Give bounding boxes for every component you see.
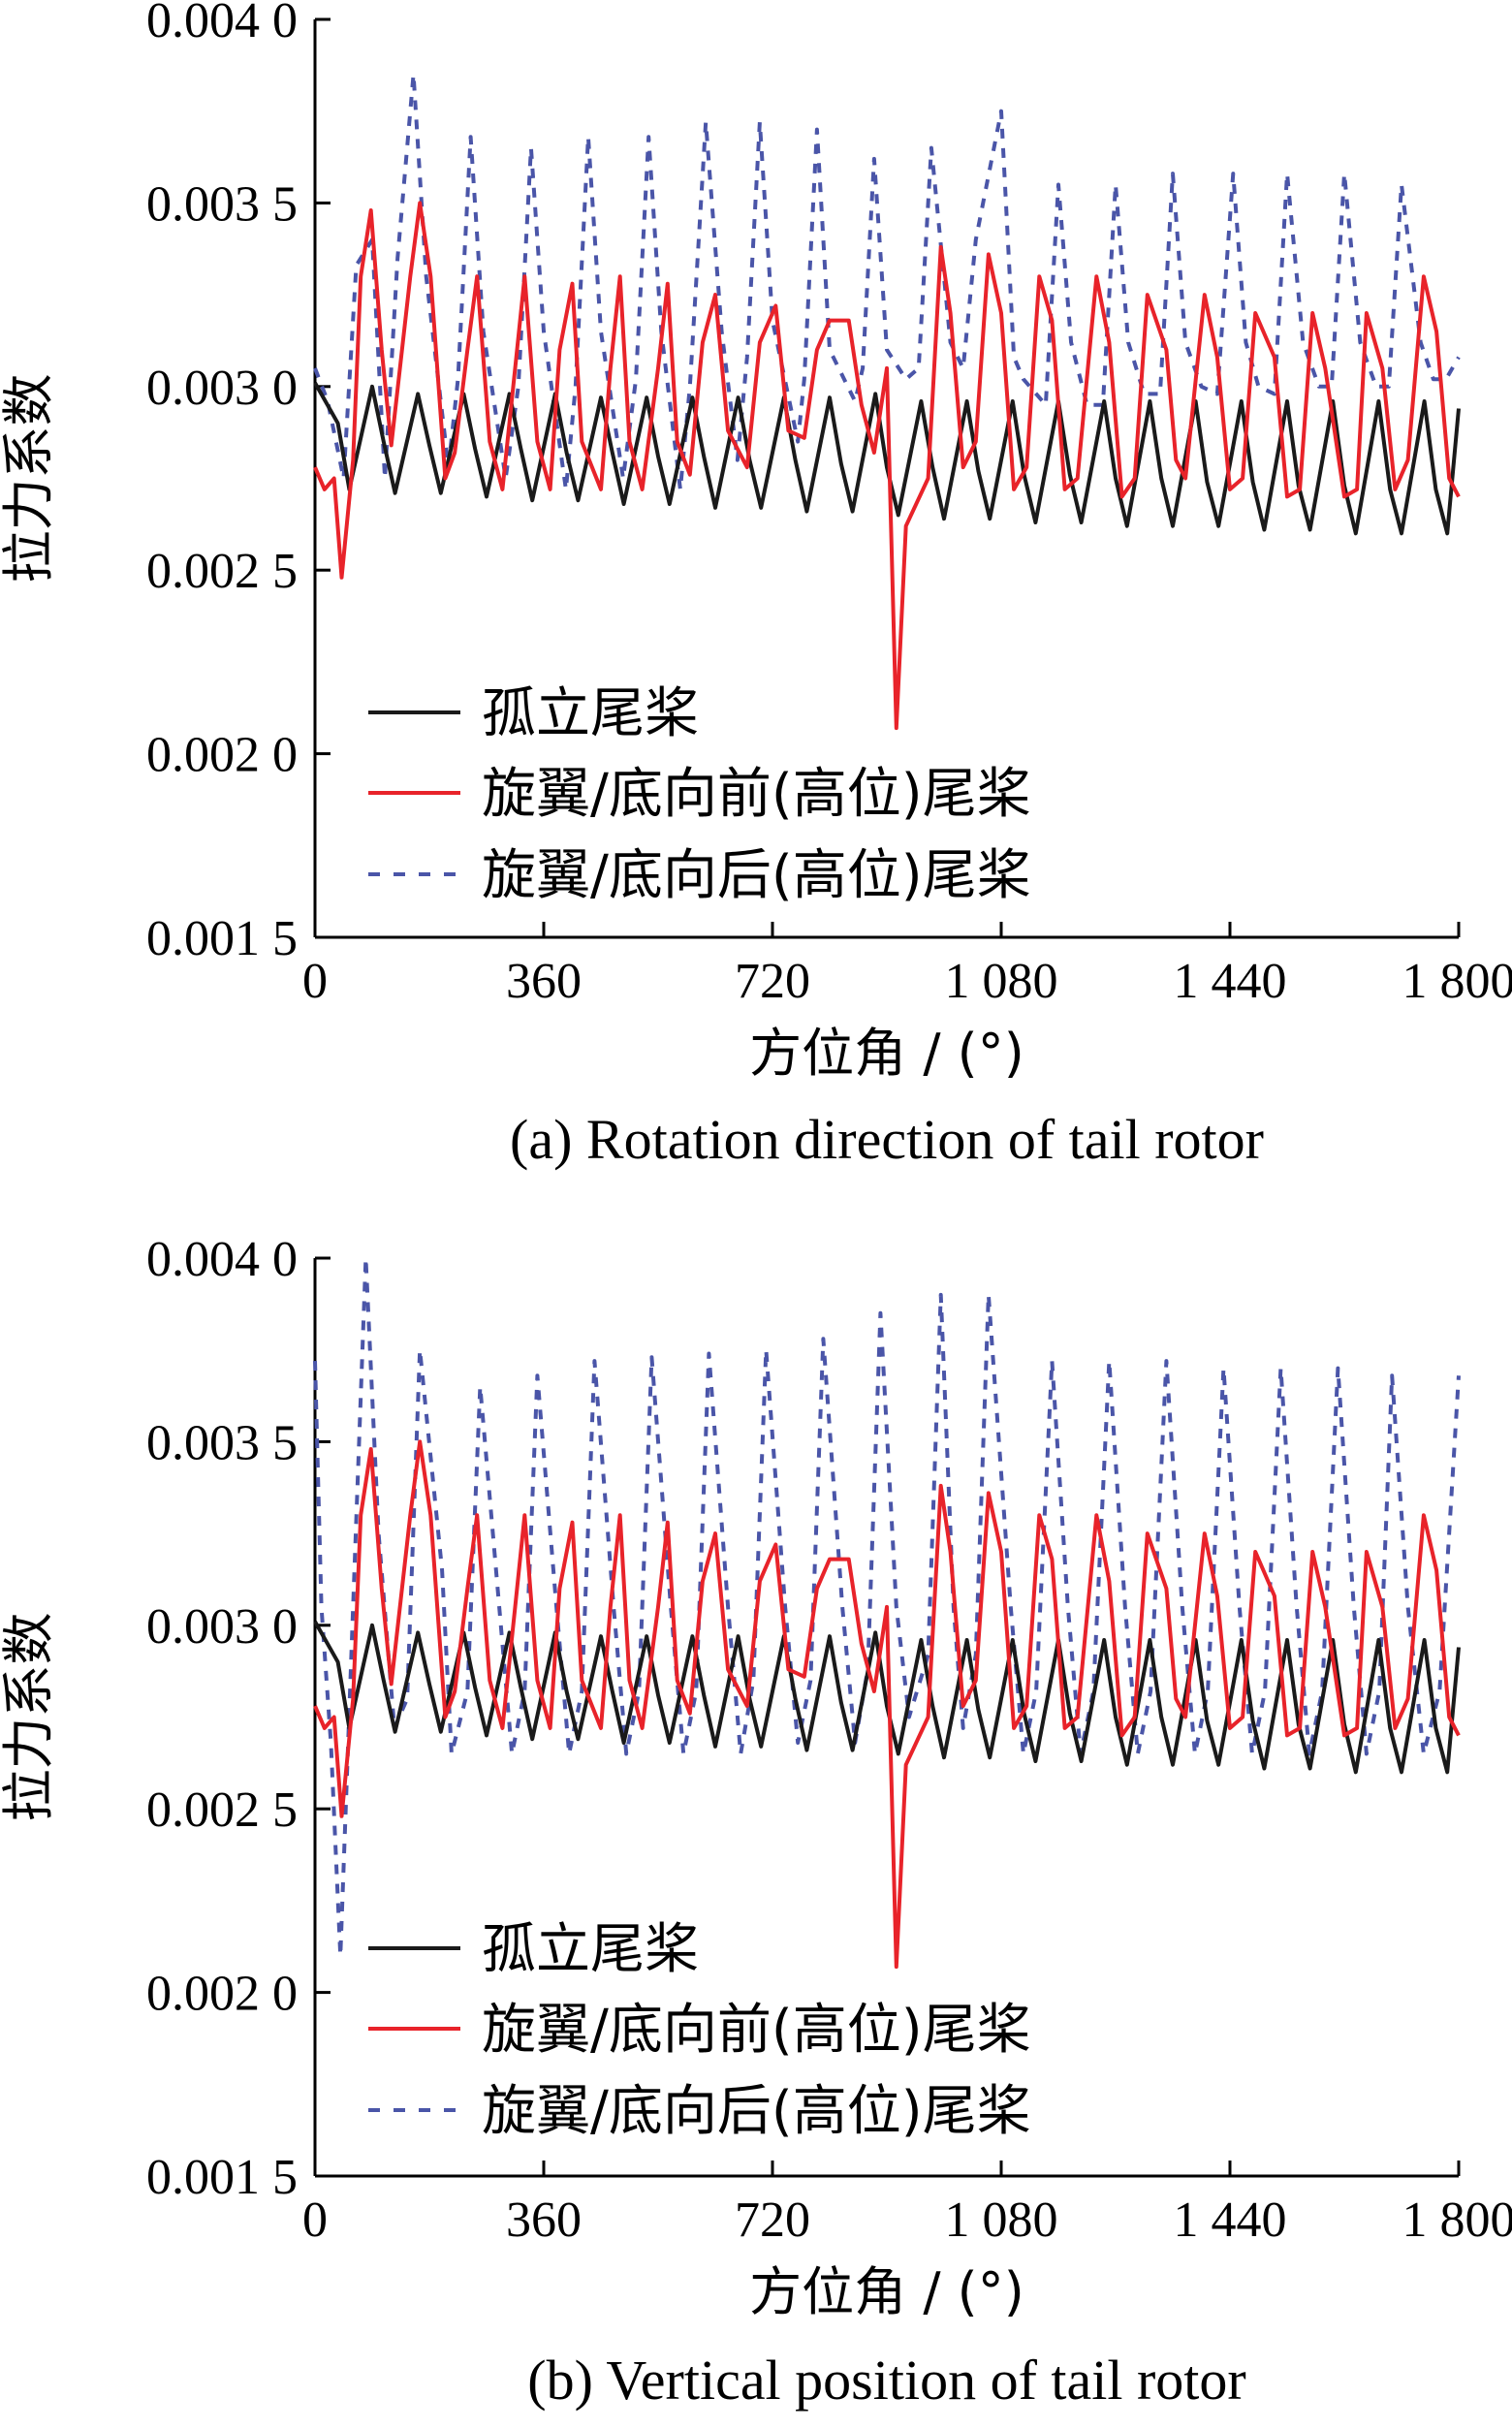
- legend-label-0: 孤立尾桨: [482, 1918, 699, 1981]
- x-tick-label: 1 080: [945, 2192, 1058, 2248]
- panel-caption: (a) Rotation direction of tail rotor: [510, 1108, 1264, 1171]
- y-tick-label: 0.003 5: [146, 1415, 298, 1470]
- x-tick-label: 0: [302, 2192, 328, 2248]
- series-line-0: [313, 382, 1461, 536]
- y-axis-title: 拉力系数: [0, 1613, 59, 1822]
- x-tick-label: 1 080: [945, 954, 1058, 1009]
- legend-label-0: 孤立尾桨: [482, 682, 699, 745]
- y-tick-label: 0.002 5: [146, 1782, 298, 1838]
- x-tick-label: 720: [735, 2192, 810, 2248]
- x-tick-label: 360: [506, 954, 582, 1009]
- series-line-2: [313, 1256, 1461, 1958]
- x-tick-label: 720: [735, 954, 810, 1009]
- legend-label-1: 旋翼/底向前(高位)尾桨: [482, 763, 1031, 826]
- x-tick-label: 1 440: [1174, 954, 1287, 1009]
- chart-panel-b: 0.001 5 0.002 0 0.002 5 0.003 0 0.003 5 0.004…: [0, 1232, 1512, 2412]
- y-tick-label: 0.003 5: [146, 176, 298, 232]
- y-tick-label: 0.002 5: [146, 544, 298, 599]
- x-tick-label: 1 440: [1174, 2192, 1287, 2248]
- legend-label-2: 旋翼/底向后(高位)尾桨: [482, 844, 1031, 907]
- x-tick-label: 1 800: [1402, 2192, 1512, 2248]
- x-tick-label: 1 800: [1402, 954, 1512, 1009]
- series-line-1: [313, 1439, 1461, 1970]
- chart-panel-a: 0.001 5 0.002 0 0.002 5 0.003 0 0.003 5 0.004…: [0, 0, 1512, 1171]
- y-tick-label: 0.004 0: [146, 1232, 298, 1287]
- legend-label-1: 旋翼/底向前(高位)尾桨: [482, 1999, 1031, 2062]
- y-tick-label: 0.003 0: [146, 1599, 298, 1655]
- x-tick-label: 360: [506, 2192, 582, 2248]
- y-tick-label: 0.001 5: [146, 2150, 298, 2205]
- y-tick-label: 0.002 0: [146, 1967, 298, 2022]
- y-tick-label: 0.003 0: [146, 361, 298, 416]
- x-axis-title: 方位角 / (°): [749, 2261, 1024, 2322]
- series-line-1: [313, 201, 1461, 731]
- y-tick-label: 0.001 5: [146, 911, 298, 966]
- y-tick-label: 0.004 0: [146, 0, 298, 48]
- series-line-0: [313, 1621, 1461, 1775]
- y-tick-label: 0.002 0: [146, 728, 298, 783]
- series-line-2: [313, 72, 1461, 491]
- x-tick-label: 0: [302, 954, 328, 1009]
- y-axis-title: 拉力系数: [0, 374, 59, 584]
- legend-label-2: 旋翼/底向后(高位)尾桨: [482, 2080, 1031, 2143]
- panel-caption: (b) Vertical position of tail rotor: [527, 2349, 1245, 2412]
- x-axis-title: 方位角 / (°): [749, 1023, 1024, 1084]
